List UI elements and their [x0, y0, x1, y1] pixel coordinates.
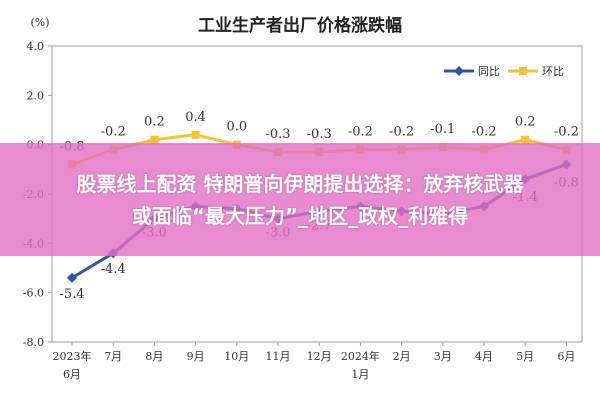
yoy-data-point	[67, 272, 77, 283]
mom-data-label: 0.2	[144, 115, 165, 130]
mom-data-label: -0.2	[348, 125, 373, 140]
mom-data-label: 0.2	[515, 115, 536, 130]
mom-data-label: 0.0	[226, 120, 247, 135]
mom-data-label: -0.2	[471, 125, 496, 140]
mom-data-label: -0.3	[265, 127, 290, 142]
chart-title: 工业生产者出厂价格涨跌幅	[198, 15, 402, 36]
mom-data-label: -0.1	[430, 122, 455, 137]
mom-data-label: -0.2	[554, 125, 579, 140]
x-tick-label: 2月	[393, 350, 411, 363]
y-tick-label: 2.0	[27, 89, 45, 102]
headline-line-2: 或面临“最大压力”_地区_政权_利雅得	[131, 203, 469, 228]
y-tick-label: 4.0	[27, 40, 45, 53]
x-tick-label: 5月	[516, 350, 534, 363]
x-tick-label: 3月	[434, 350, 452, 363]
mom-data-label: -0.2	[389, 125, 414, 140]
x-tick-label: 2024年 1月	[341, 349, 380, 381]
legend: 同比 环比	[444, 65, 564, 78]
mom-data-label: 0.4	[185, 110, 206, 125]
x-tick-label: 11月	[266, 350, 291, 363]
y-tick-label: -8.0	[23, 336, 44, 349]
news-headline-banner[interactable]: 股票线上配资 特朗普向伊朗提出选择：放弃核武器 或面临“最大压力”_地区_政权_…	[0, 143, 600, 256]
x-tick-label: 8月	[145, 350, 163, 363]
x-tick-label: 4月	[475, 350, 493, 363]
legend-mom-label: 环比	[542, 65, 564, 78]
mom-data-label: -0.2	[101, 125, 126, 140]
legend-yoy-marker	[454, 66, 464, 76]
mom-data-point	[521, 135, 530, 144]
y-tick-label: -6.0	[23, 287, 44, 300]
x-tick-label: 7月	[104, 350, 122, 363]
headline-line-1: 股票线上配资 特朗普向伊朗提出选择：放弃核武器	[76, 171, 524, 196]
x-tick-label: 9月	[187, 350, 205, 363]
x-tick-label: 10月	[224, 350, 249, 363]
mom-data-label: -0.3	[307, 127, 332, 142]
mom-data-point	[150, 135, 159, 144]
mom-data-point	[191, 130, 200, 139]
x-tick-label: 2023年 6月	[53, 349, 92, 381]
x-tick-label: 6月	[557, 350, 575, 363]
yoy-data-label: -4.4	[101, 262, 126, 277]
x-tick-label: 12月	[307, 350, 332, 363]
legend-mom-marker	[519, 67, 527, 75]
legend-yoy-label: 同比	[478, 65, 500, 78]
yoy-data-label: -5.4	[59, 287, 84, 302]
y-axis-unit-label: (%)	[30, 16, 49, 29]
